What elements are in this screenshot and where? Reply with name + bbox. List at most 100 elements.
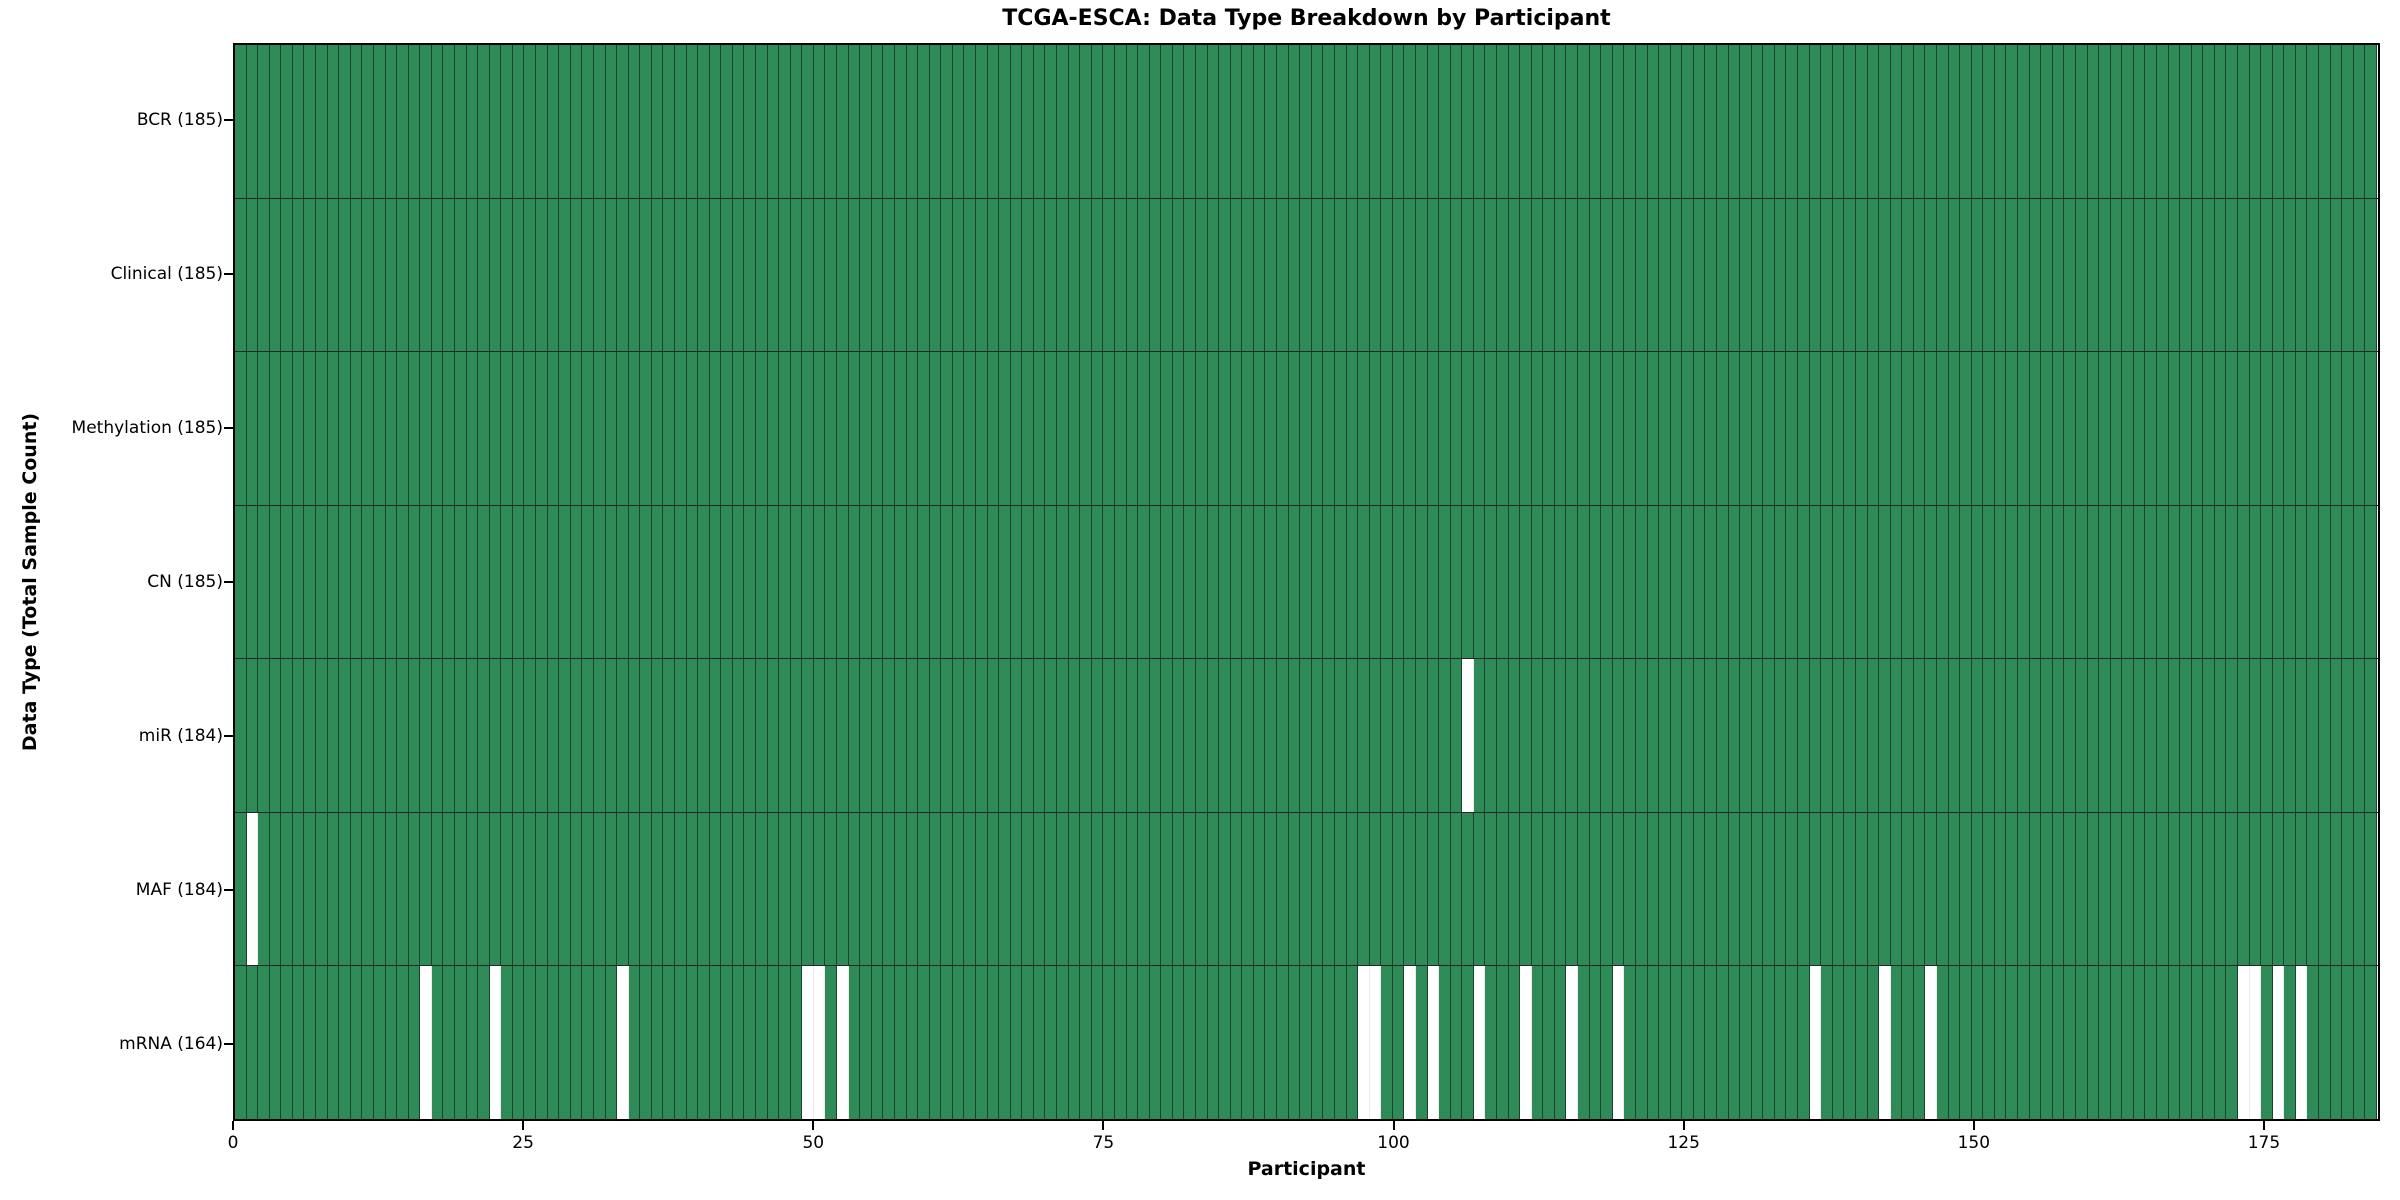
heatmap-cell: [628, 45, 641, 198]
heatmap-cell: [524, 659, 537, 812]
heatmap-cell: [2145, 505, 2157, 659]
heatmap-cell: [1960, 45, 1972, 198]
heatmap-cell: [1717, 505, 1729, 659]
heatmap-cell: [1566, 505, 1579, 659]
heatmap-cell: [547, 966, 560, 1120]
heatmap-cell: [1091, 812, 1104, 966]
heatmap-cell: [2319, 45, 2331, 198]
heatmap-cell: [1960, 505, 1972, 659]
heatmap-cell: [2110, 505, 2123, 659]
heatmap-cell: [964, 812, 976, 966]
heatmap-cell: [1103, 812, 1115, 966]
heatmap-cell: [1358, 966, 1370, 1120]
heatmap-cell: [2330, 505, 2343, 659]
heatmap-cell: [327, 659, 340, 812]
heatmap-cell: [744, 505, 757, 659]
heatmap-cell: [1531, 505, 1544, 659]
heatmap-cell: [1207, 966, 1220, 1120]
heatmap-cell: [1925, 812, 1937, 966]
heatmap-cell: [883, 966, 895, 1120]
heatmap-cell: [547, 812, 560, 966]
heatmap-cell: [1809, 198, 1822, 352]
heatmap-cell: [2133, 966, 2146, 1120]
heatmap-cell: [281, 45, 293, 198]
heatmap-cell: [2006, 966, 2019, 1120]
heatmap-row-cn: [235, 505, 2378, 660]
heatmap-cell: [1033, 812, 1046, 966]
heatmap-cell: [1740, 659, 1752, 812]
heatmap-cell: [1346, 198, 1359, 352]
heatmap-cell: [2168, 198, 2181, 352]
heatmap-cell: [2249, 659, 2262, 812]
heatmap-cell: [1311, 198, 1324, 352]
heatmap-cell: [582, 812, 594, 966]
heatmap-cell: [501, 966, 513, 1120]
y-tick-mark: [224, 735, 233, 737]
heatmap-cell: [2214, 966, 2227, 1120]
heatmap-cell: [767, 659, 780, 812]
heatmap-cell: [1798, 966, 1810, 1120]
heatmap-cell: [1323, 659, 1335, 812]
heatmap-cell: [617, 966, 629, 1120]
heatmap-cell: [1844, 659, 1856, 812]
heatmap-cell: [1520, 812, 1532, 966]
heatmap-cell: [1994, 505, 2007, 659]
heatmap-cell: [767, 198, 780, 352]
heatmap-cell: [871, 812, 884, 966]
heatmap-cell: [246, 45, 259, 198]
heatmap-cell: [582, 659, 594, 812]
heatmap-cell: [235, 659, 247, 812]
heatmap-cell: [1879, 812, 1891, 966]
heatmap-cell: [929, 966, 942, 1120]
heatmap-cell: [2018, 198, 2030, 352]
heatmap-cell: [1589, 659, 1602, 812]
heatmap-cell: [2238, 505, 2250, 659]
heatmap-cell: [1659, 198, 1671, 352]
heatmap-cell: [397, 659, 409, 812]
heatmap-cell: [1763, 966, 1775, 1120]
heatmap-cell: [651, 659, 664, 812]
heatmap-cell: [779, 812, 791, 966]
heatmap-cell: [964, 45, 976, 198]
heatmap-cell: [1717, 45, 1729, 198]
heatmap-cell: [1184, 812, 1196, 966]
heatmap-cell: [2307, 198, 2320, 352]
heatmap-cell: [1913, 812, 1926, 966]
heatmap-cell: [2029, 812, 2042, 966]
heatmap-cell: [686, 812, 699, 966]
heatmap-cell: [1415, 812, 1428, 966]
heatmap-cell: [952, 198, 965, 352]
heatmap-cell: [651, 505, 664, 659]
heatmap-cell: [1821, 659, 1833, 812]
heatmap-cell: [1149, 966, 1162, 1120]
heatmap-cell: [686, 198, 699, 352]
heatmap-cell: [1334, 45, 1347, 198]
heatmap-cell: [269, 45, 282, 198]
heatmap-cell: [397, 45, 409, 198]
heatmap-cell: [871, 966, 884, 1120]
heatmap-cell: [2353, 505, 2366, 659]
heatmap-cell: [2133, 812, 2146, 966]
heatmap-cell: [1994, 812, 2007, 966]
heatmap-cell: [1450, 812, 1463, 966]
heatmap-cell: [524, 505, 537, 659]
heatmap-cell: [1462, 45, 1474, 198]
heatmap-cell: [1508, 966, 1521, 1120]
x-tick-mark: [1682, 1121, 1685, 1130]
heatmap-cell: [941, 812, 953, 966]
heatmap-cell: [1624, 966, 1636, 1120]
heatmap-cell: [2203, 812, 2215, 966]
heatmap-cell: [2203, 352, 2215, 505]
heatmap-cell: [489, 659, 502, 812]
heatmap-cell: [1427, 45, 1440, 198]
heatmap-cell: [1566, 45, 1579, 198]
heatmap-cell: [420, 45, 432, 198]
heatmap-cell: [339, 198, 351, 352]
heatmap-cell: [2203, 966, 2215, 1120]
heatmap-cell: [1612, 198, 1625, 352]
heatmap-cell: [2133, 198, 2146, 352]
heatmap-cell: [2064, 45, 2076, 198]
heatmap-cell: [524, 352, 537, 505]
heatmap-cell: [2238, 198, 2250, 352]
heatmap-cell: [1462, 966, 1474, 1120]
